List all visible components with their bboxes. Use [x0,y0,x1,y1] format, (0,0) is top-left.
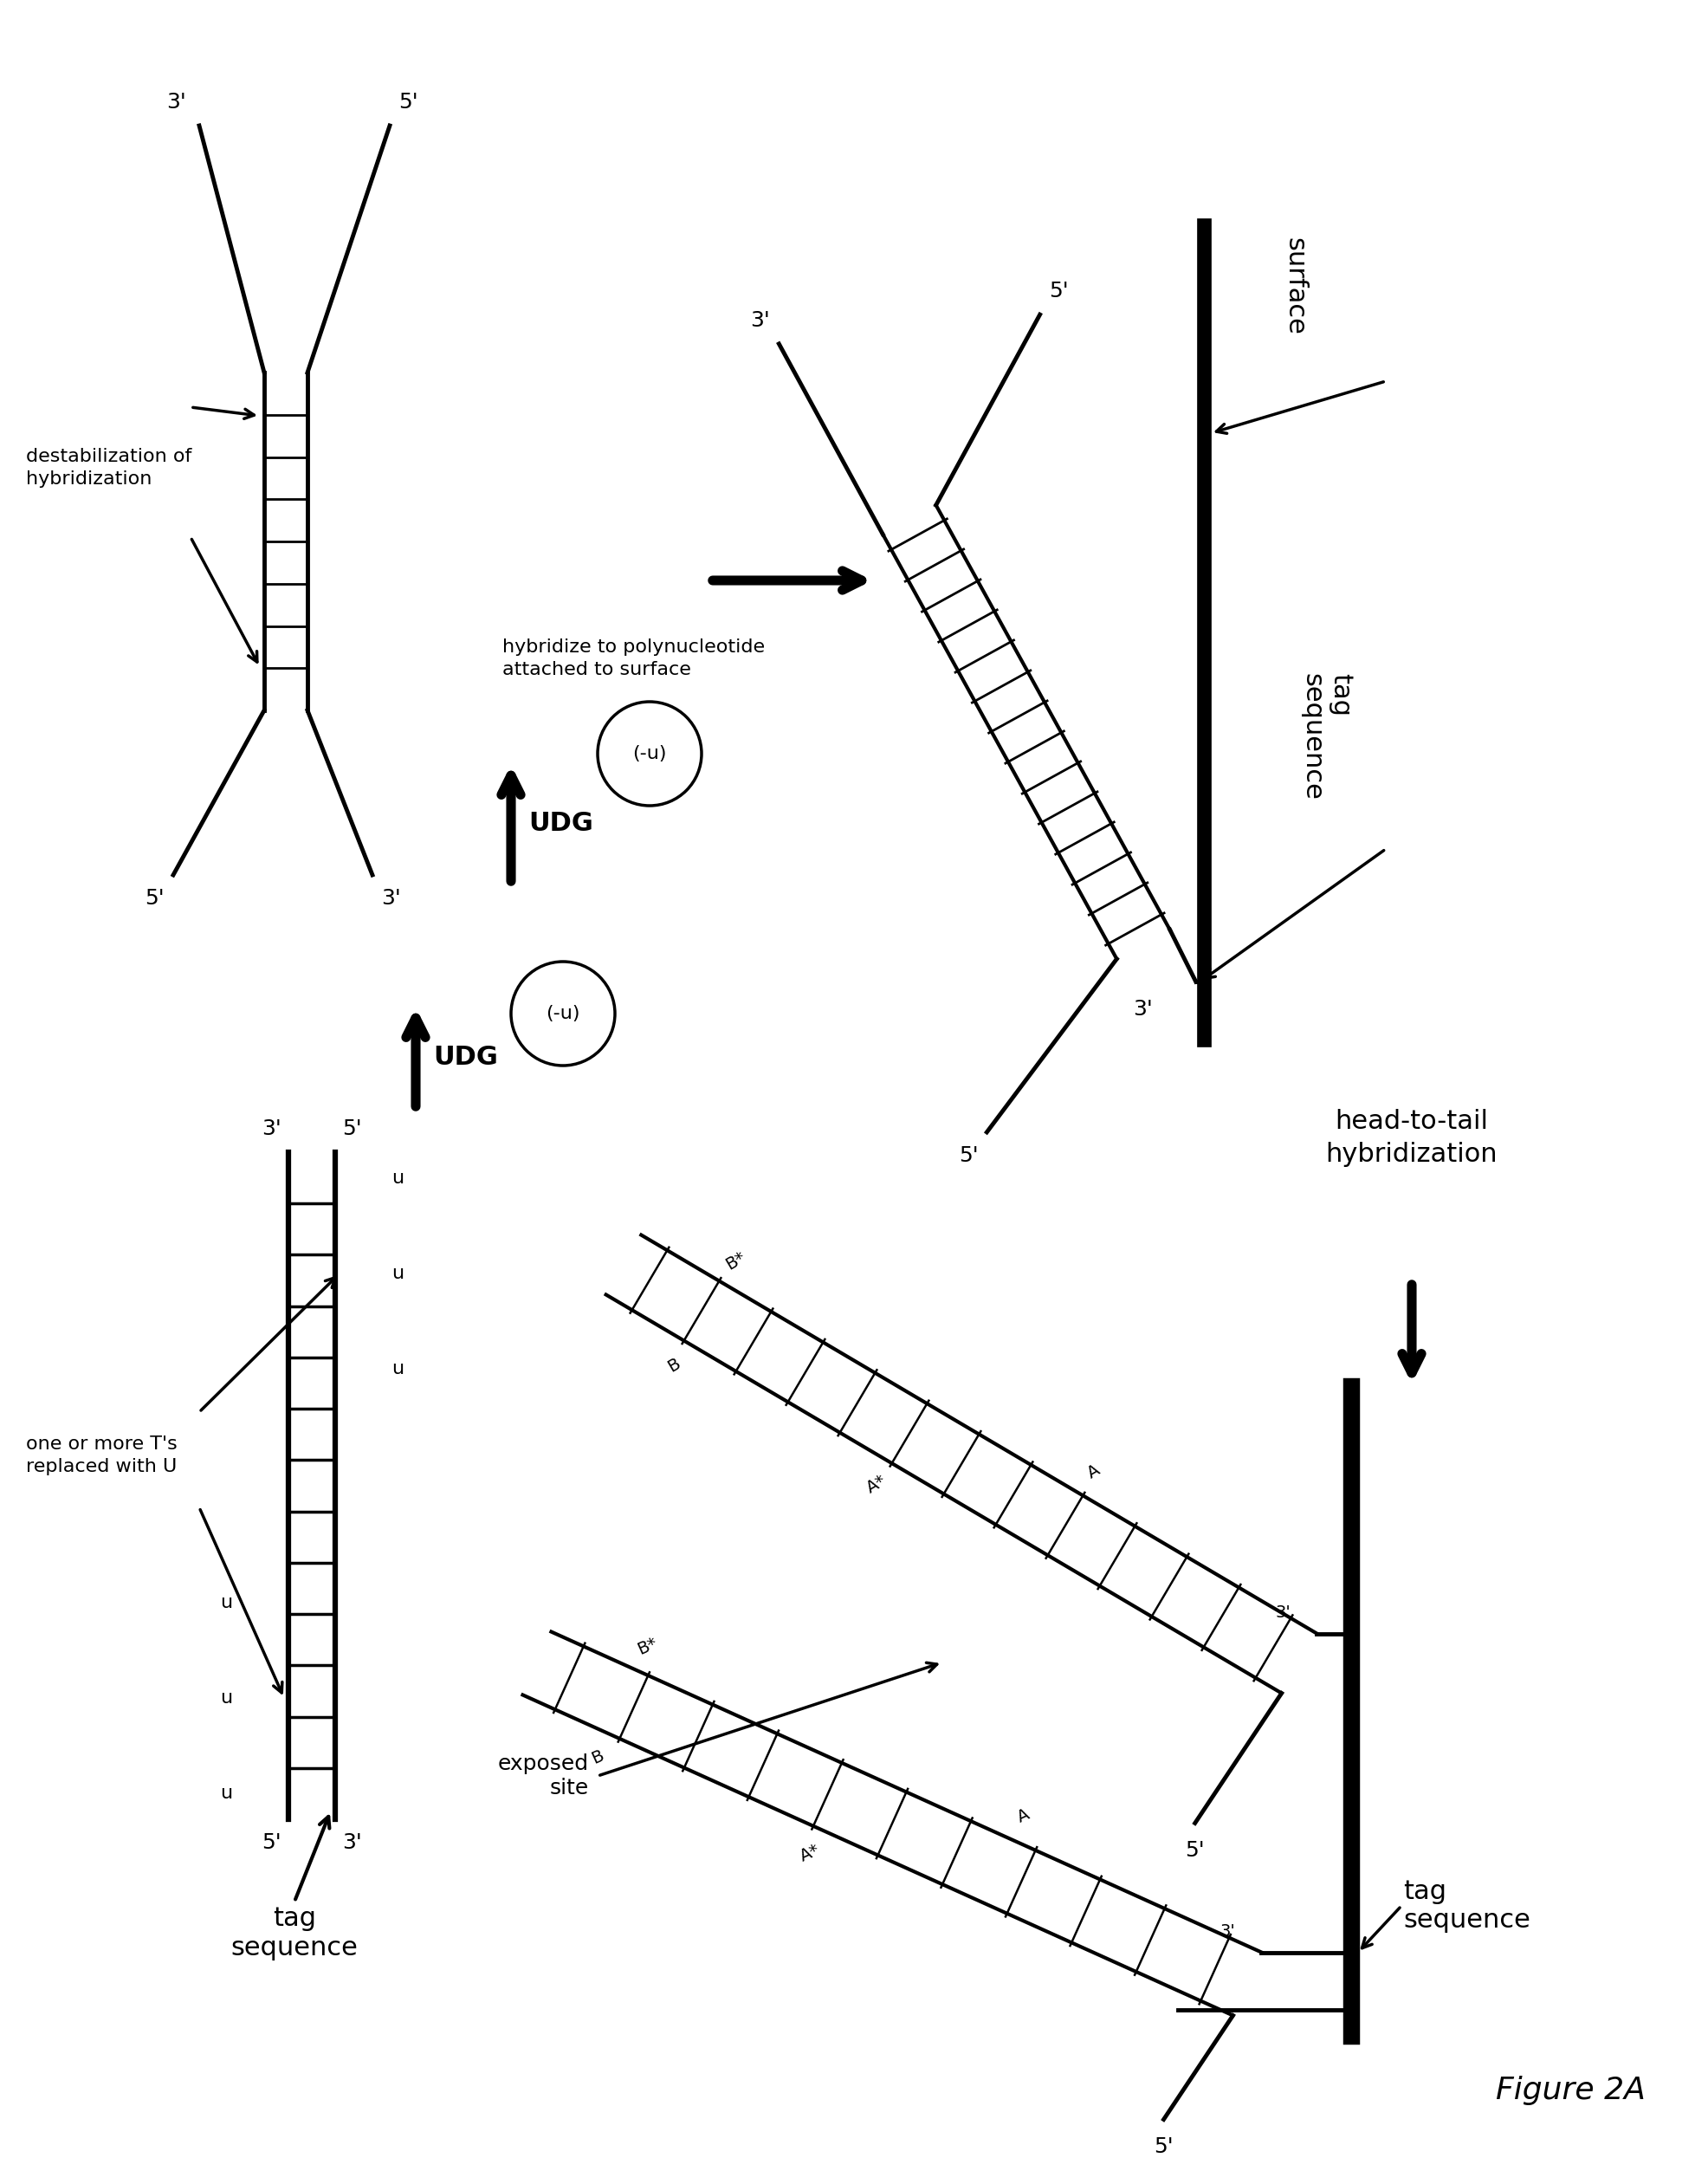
Text: 5': 5' [958,1144,979,1166]
Text: 3': 3' [381,888,401,910]
Text: UDG: UDG [528,810,593,836]
Text: 3': 3' [166,91,186,113]
Text: tag
sequence: tag sequence [1404,1878,1530,1932]
Text: 3': 3' [1220,1924,1235,1939]
Text: 5': 5' [342,1118,362,1140]
Text: u: u [391,1359,403,1376]
Text: B: B [589,1748,606,1767]
Text: destabilization of
hybridization: destabilization of hybridization [26,447,191,488]
Text: (-u): (-u) [547,1005,581,1023]
Text: Figure 2A: Figure 2A [1496,2075,1645,2106]
Text: B*: B* [635,1635,659,1659]
Text: tag
sequence: tag sequence [231,1906,359,1960]
Text: A*: A* [864,1472,890,1496]
Text: surface: surface [1283,237,1307,334]
Text: one or more T's
replaced with U: one or more T's replaced with U [26,1435,178,1476]
Text: 5': 5' [145,888,164,910]
Text: 5': 5' [261,1832,282,1854]
Text: tag
sequence: tag sequence [1300,673,1353,799]
Text: 3': 3' [342,1832,362,1854]
Text: A*: A* [798,1841,823,1865]
Text: u: u [220,1689,232,1706]
Text: A: A [1015,1806,1032,1826]
Text: 3': 3' [261,1118,282,1140]
Text: 5': 5' [1049,280,1068,302]
Text: head-to-tail
hybridization: head-to-tail hybridization [1325,1109,1498,1168]
Text: u: u [391,1266,403,1283]
Text: hybridize to polynucleotide
attached to surface: hybridize to polynucleotide attached to … [502,638,765,680]
Text: 5': 5' [398,91,418,113]
Text: A: A [1085,1461,1103,1481]
Text: u: u [391,1170,403,1188]
Text: 5': 5' [1185,1841,1204,1861]
Text: (-u): (-u) [632,745,666,762]
Text: exposed
site: exposed site [499,1754,589,1798]
Text: 5': 5' [1155,2136,1173,2158]
Text: B*: B* [722,1248,748,1272]
Text: UDG: UDG [434,1044,499,1070]
Text: 3': 3' [750,310,770,330]
Text: 3': 3' [1132,999,1153,1020]
Text: u: u [220,1594,232,1611]
Text: B: B [664,1355,683,1374]
Text: 3': 3' [1276,1604,1291,1620]
Text: u: u [220,1785,232,1802]
